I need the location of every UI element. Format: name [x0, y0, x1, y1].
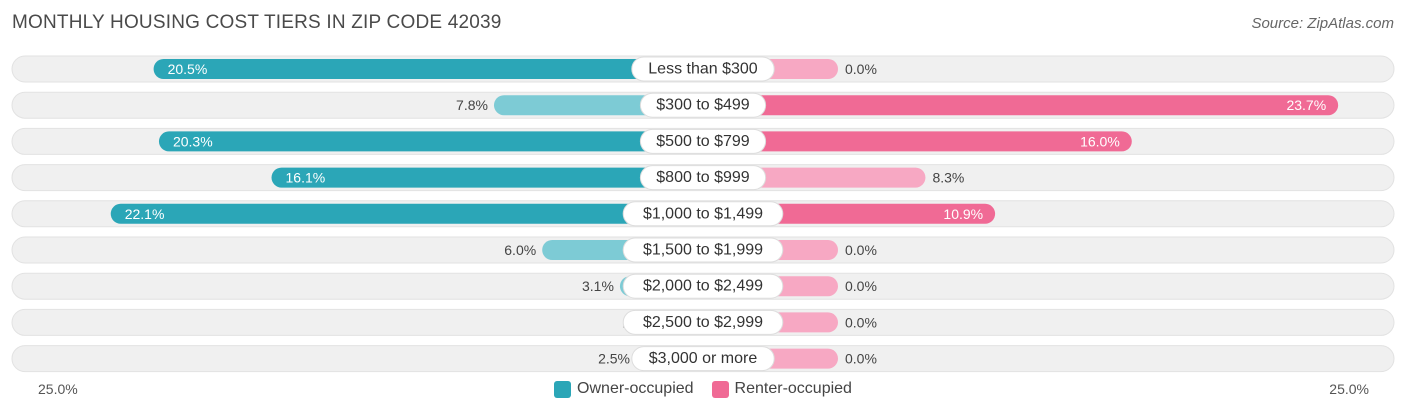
- owner-value-label: 20.3%: [173, 133, 213, 149]
- renter-value-label: 8.3%: [932, 170, 964, 186]
- renter-value-label: 0.0%: [845, 278, 877, 294]
- chart-canvas: 20.5% 0.0% Less than $300 7.8% 23.7% $300 to …: [11, 55, 1395, 373]
- renter-value-label: 16.0%: [1080, 133, 1120, 149]
- category-pill: [622, 273, 784, 299]
- category-label: $800 to $999: [656, 169, 750, 186]
- legend-renter: Renter-occupied: [711, 380, 852, 398]
- chart-title: MONTHLY HOUSING COST TIERS IN ZIP CODE 4…: [12, 12, 502, 33]
- owner-value-label: 7.8%: [456, 97, 488, 113]
- renter-bar: [703, 131, 1132, 152]
- category-label: $300 to $499: [656, 97, 750, 114]
- renter-value-label: 0.0%: [845, 61, 877, 77]
- category-pill: [639, 165, 767, 191]
- renter-value-label: 0.0%: [845, 314, 877, 330]
- category-label: $2,500 to $2,999: [643, 314, 763, 331]
- category-pill: [631, 56, 775, 82]
- renter-value-label: 0.0%: [845, 351, 877, 367]
- category-pill: [622, 309, 784, 335]
- legend-renter-label: Renter-occupied: [734, 380, 852, 397]
- category-pill: [639, 128, 767, 154]
- category-label: $500 to $799: [656, 133, 750, 150]
- owner-bar: [110, 203, 704, 224]
- legend-owner: Owner-occupied: [554, 380, 694, 398]
- source-note: Source: ZipAtlas.com: [1251, 15, 1394, 32]
- category-pill: [622, 237, 784, 263]
- owner-value-label: 20.5%: [168, 61, 208, 77]
- legend: Owner-occupied Renter-occupied: [0, 380, 1406, 398]
- category-label: $1,000 to $1,499: [643, 205, 763, 222]
- axis-left-label: 25.0%: [38, 381, 78, 397]
- category-label: Less than $300: [648, 61, 758, 78]
- legend-owner-swatch: [554, 380, 572, 398]
- owner-bar: [158, 131, 703, 152]
- owner-value-label: 22.1%: [125, 206, 165, 222]
- axis-right-label: 25.0%: [1329, 381, 1369, 397]
- renter-value-label: 23.7%: [1286, 97, 1326, 113]
- owner-value-label: 16.1%: [286, 170, 326, 186]
- category-pill: [631, 346, 775, 372]
- owner-value-label: 3.1%: [582, 278, 614, 294]
- category-label: $1,500 to $1,999: [643, 242, 763, 259]
- renter-value-label: 10.9%: [943, 206, 983, 222]
- category-label: $3,000 or more: [649, 350, 758, 367]
- owner-bar: [271, 167, 703, 188]
- legend-renter-swatch: [711, 380, 729, 398]
- category-pill: [639, 92, 767, 118]
- category-label: $2,000 to $2,499: [643, 278, 763, 295]
- owner-value-label: 6.0%: [504, 242, 536, 258]
- renter-value-label: 0.0%: [845, 242, 877, 258]
- owner-value-label: 2.5%: [598, 351, 630, 367]
- renter-bar: [703, 95, 1339, 116]
- category-pill: [622, 201, 784, 227]
- legend-owner-label: Owner-occupied: [577, 380, 694, 397]
- owner-bar: [153, 59, 704, 79]
